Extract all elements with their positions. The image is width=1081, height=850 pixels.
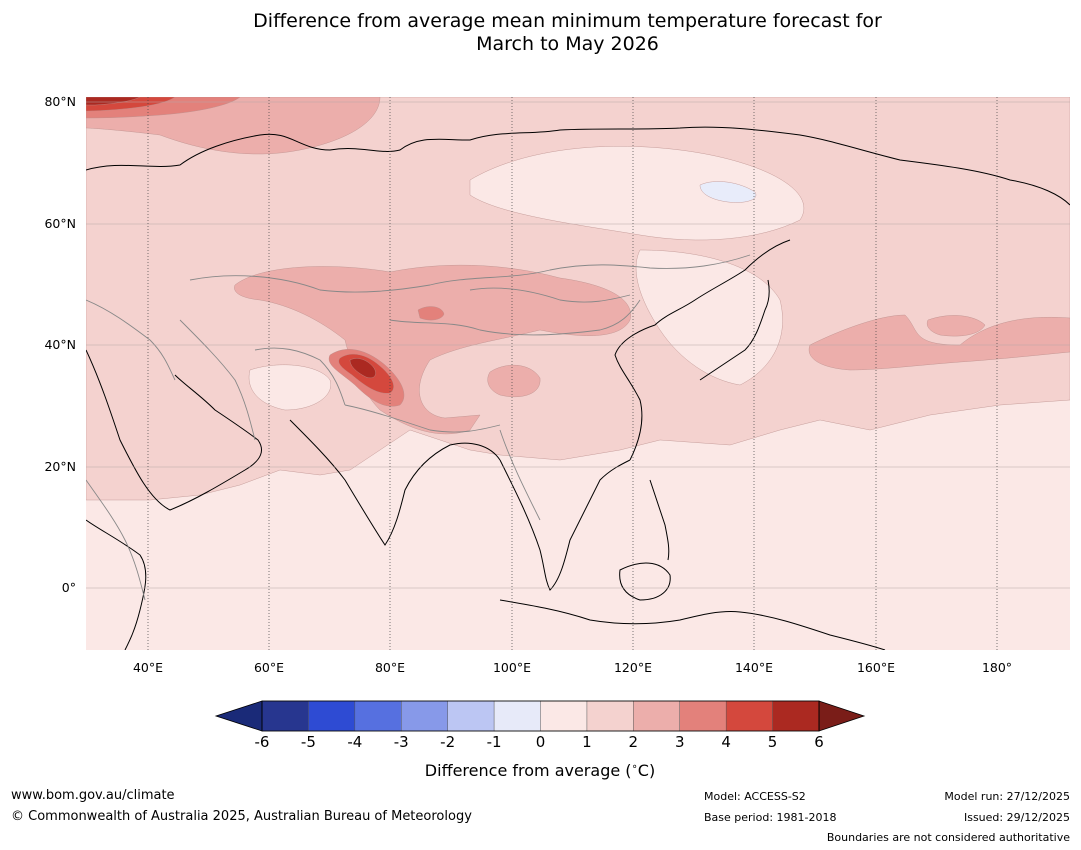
anomaly-region-2-3-central (234, 264, 631, 435)
colorbar-cell (447, 700, 495, 732)
coastline-indonesia (499, 599, 886, 650)
colorbar-tick-label: -1 (486, 733, 502, 751)
colorbar-cell (261, 700, 310, 732)
colorbar-frame (261, 700, 820, 732)
colorbar-tick-label: 1 (582, 733, 592, 751)
border-middle-east (86, 299, 176, 381)
border-indochina (499, 429, 541, 521)
colorbar-cell (540, 700, 588, 732)
colorbar-under-arrow (214, 700, 263, 732)
footer-website: www.bom.gov.au/climate (11, 788, 175, 803)
colorbar-label: Difference from average (∘C) (424, 761, 656, 780)
border-mongolia (469, 287, 631, 303)
border-china-west (389, 299, 641, 336)
lon-label-160e: 160°E (856, 660, 895, 675)
longitude-lines (147, 97, 998, 650)
colorbar-cell (586, 700, 635, 732)
colorbar-tick-label: 2 (628, 733, 639, 751)
anomaly-region-0-1-pamir (248, 364, 331, 411)
anomaly-region-2-3-pacific (808, 314, 1070, 371)
footer-model-run: Model run: 27/12/2025 (944, 790, 1070, 803)
anomaly-region-0-1-east (635, 249, 783, 386)
footer-model: Model: ACCESS-S2 (704, 790, 806, 803)
lon-label-40e: 40°E (132, 660, 164, 675)
lon-label-80e: 80°E (374, 660, 406, 675)
border-kazakhstan (189, 275, 431, 293)
colorbar-tick-label: -5 (300, 733, 316, 751)
footer-base-period: Base period: 1981-2018 (704, 811, 837, 824)
coastline-southeast-asia (499, 459, 631, 591)
anomaly-region-5-6-karakoram (349, 358, 376, 379)
coastline-east-africa (86, 519, 147, 650)
anomaly-region-5-6-arctic (86, 97, 141, 106)
colorbar-tick-label: 0 (535, 733, 546, 751)
latitude-lines (86, 101, 1070, 589)
colorbar-cell (772, 700, 820, 732)
anomaly-region-0-1-north (469, 146, 805, 241)
footer-disclaimer: Boundaries are not considered authoritat… (826, 831, 1070, 844)
coastline-arabia (86, 349, 262, 511)
lat-label-80: 80°N (44, 94, 76, 109)
lon-label-120e: 120°E (613, 660, 652, 675)
coastline-eurasia-north (86, 126, 1070, 206)
colorbar-tick-label: 4 (721, 733, 731, 751)
colorbar-cell (725, 700, 774, 732)
lon-label-180: 180° (981, 660, 1013, 675)
colorbar-tick-label: 3 (674, 733, 685, 751)
colorbar-cell (633, 700, 681, 732)
footer-copyright: © Commonwealth of Australia 2025, Austra… (11, 809, 472, 824)
colorbar-tick-label: -6 (254, 733, 270, 751)
border-iran (179, 319, 256, 441)
lat-label-60: 60°N (44, 216, 76, 231)
map-title: Difference from average mean minimum tem… (0, 10, 1081, 56)
graticule (86, 97, 1070, 650)
map-title-line2: March to May 2026 (476, 33, 659, 55)
anomaly-region-neg-0-1 (699, 181, 757, 203)
colorbar-tick-label: 5 (767, 733, 778, 751)
colorbar-tick-label: -4 (347, 733, 363, 751)
forecast-map (86, 97, 1070, 650)
border-russia-china (429, 254, 751, 286)
colorbar-over-arrow (818, 700, 866, 732)
footer-issued: Issued: 29/12/2025 (963, 811, 1070, 824)
colorbar-cells (261, 700, 820, 732)
anomaly-region-2-3-tibet (487, 365, 541, 398)
colorbar-cell (401, 700, 449, 732)
colorbar-cell (679, 700, 727, 732)
colorbar-tick-label: 6 (814, 733, 824, 751)
coastline-philippines (649, 479, 670, 561)
lon-label-100e: 100°E (492, 660, 531, 675)
colorbar-tick-label: -2 (440, 733, 456, 751)
border-africa (86, 479, 146, 601)
anomaly-region-2-3-pacific-east (927, 315, 986, 337)
lat-label-20: 20°N (44, 459, 76, 474)
colorbar-cell (354, 700, 403, 732)
lat-label-40: 40°N (44, 337, 76, 352)
coastline-borneo (619, 562, 671, 601)
coastline-china-east (614, 239, 791, 461)
coastline-india (289, 419, 501, 546)
lon-label-60e: 60°E (253, 660, 285, 675)
coastlines (86, 126, 1070, 650)
colorbar-cell (308, 700, 356, 732)
country-borders (86, 254, 751, 601)
lon-label-140e: 140°E (734, 660, 773, 675)
border-himalaya (344, 404, 501, 433)
border-afghanistan (254, 347, 346, 406)
map-title-line1: Difference from average mean minimum tem… (253, 10, 882, 32)
coastline-japan (699, 279, 770, 381)
colorbar-cell (493, 700, 542, 732)
colorbar-tick-label: -3 (393, 733, 409, 751)
lat-label-0: 0° (61, 580, 76, 595)
anomaly-region-3-4-tienshan (417, 306, 445, 321)
